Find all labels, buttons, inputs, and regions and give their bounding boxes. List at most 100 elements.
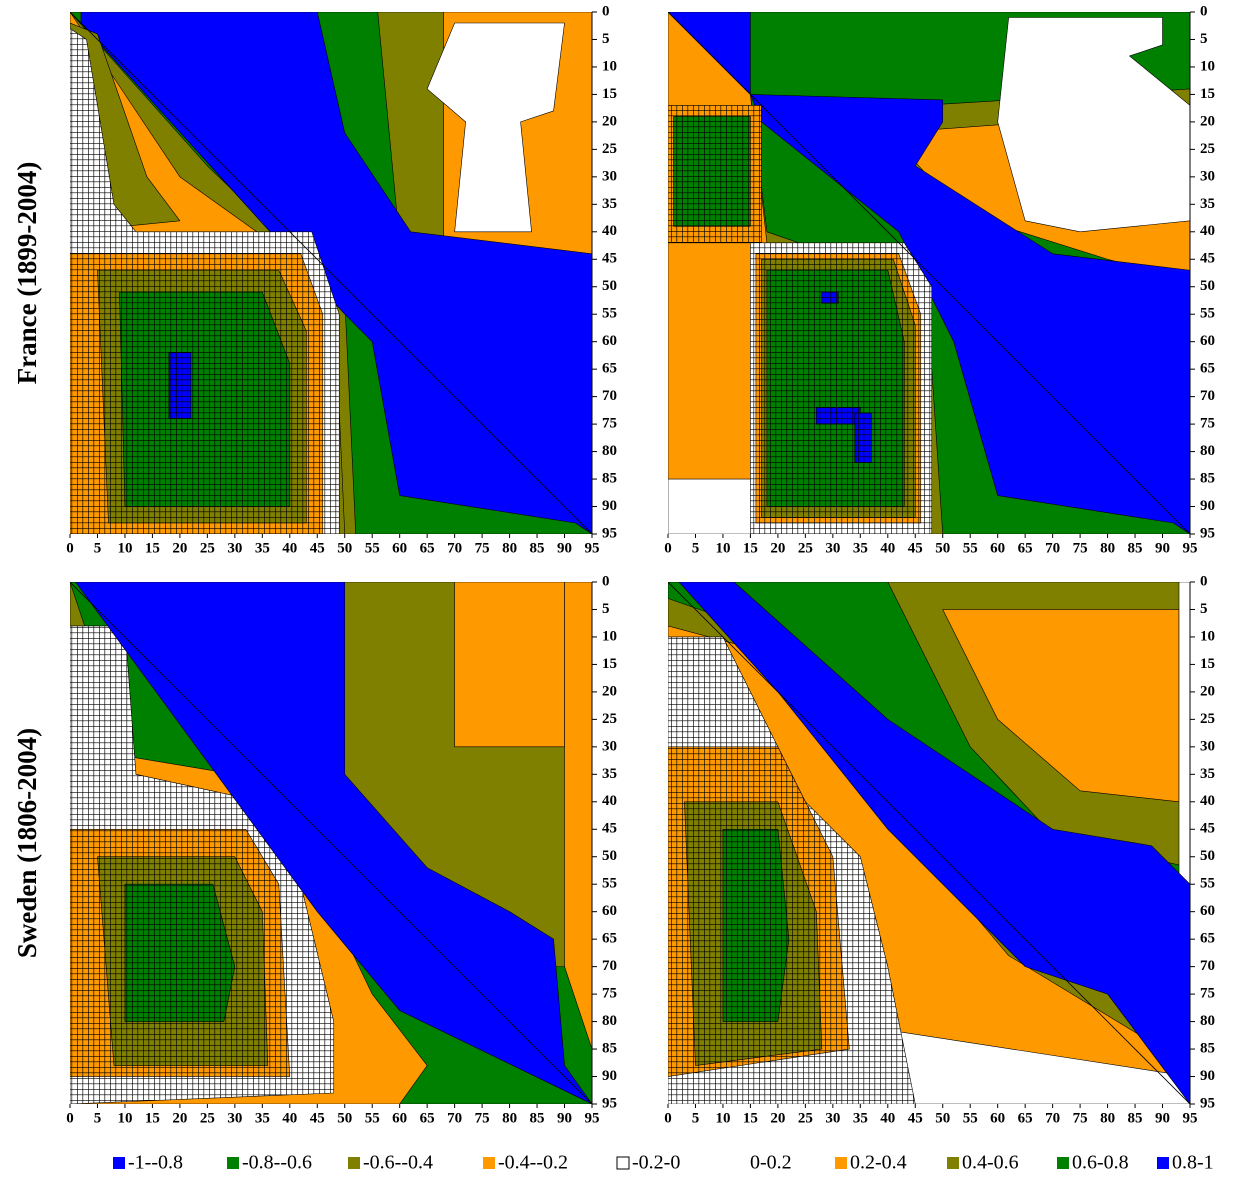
x-tick-label: 10 (117, 540, 132, 556)
y-tick-label: 70 (1200, 958, 1215, 974)
x-tick-label: 55 (365, 1110, 380, 1126)
y-tick-label: 80 (602, 1013, 617, 1029)
contour-region (821, 291, 839, 304)
y-tick-label: 5 (1200, 31, 1208, 47)
x-tick-label: 35 (255, 540, 270, 556)
x-tick-label: 70 (447, 1110, 462, 1126)
x-tick-label: 15 (743, 540, 758, 556)
y-tick-label: 90 (602, 498, 617, 514)
y-tick-label: 0 (602, 3, 610, 19)
y-tick-label: 65 (602, 931, 617, 947)
y-tick-label: 60 (1200, 333, 1215, 349)
x-tick-label: 85 (530, 540, 545, 556)
contour-region (816, 407, 861, 425)
contour-region (426, 22, 565, 233)
legend-label: 0.4-0.6 (962, 1152, 1019, 1174)
legend-label: -0.6--0.4 (363, 1152, 433, 1174)
y-tick-label: 15 (1200, 86, 1215, 102)
x-tick-label: 40 (880, 540, 895, 556)
x-tick-label: 95 (585, 1110, 600, 1126)
legend-swatch (947, 1157, 959, 1169)
y-tick-label: 25 (602, 141, 617, 157)
x-tick-label: 10 (715, 540, 730, 556)
x-tick-label: 10 (715, 1110, 730, 1126)
x-tick-label: 40 (282, 540, 297, 556)
y-tick-label: 45 (1200, 251, 1215, 267)
y-tick-label: 25 (1200, 711, 1215, 727)
y-tick-label: 40 (602, 223, 617, 239)
y-tick-label: 40 (1200, 793, 1215, 809)
y-tick-label: 35 (602, 196, 617, 212)
y-tick-label: 75 (602, 986, 617, 1002)
contour-panel (70, 12, 592, 534)
x-tick-label: 30 (825, 540, 840, 556)
y-tick-label: 5 (602, 31, 610, 47)
x-tick-label: 65 (420, 540, 435, 556)
y-tick-label: 75 (1200, 416, 1215, 432)
x-tick-label: 45 (310, 540, 325, 556)
y-tick-label: 65 (602, 361, 617, 377)
legend-swatch (348, 1157, 360, 1169)
legend-swatch (1157, 1157, 1169, 1169)
x-tick-label: 50 (935, 1110, 950, 1126)
legend-swatch (735, 1157, 747, 1169)
y-tick-label: 70 (602, 388, 617, 404)
row-label: France (1899-2004) (12, 162, 42, 385)
legend-swatch (1057, 1157, 1069, 1169)
y-tick-label: 55 (602, 876, 617, 892)
y-tick-label: 30 (602, 738, 617, 754)
x-tick-label: 25 (200, 540, 215, 556)
y-tick-label: 20 (1200, 683, 1215, 699)
y-tick-label: 60 (602, 903, 617, 919)
y-tick-label: 65 (1200, 931, 1215, 947)
y-tick-label: 45 (1200, 821, 1215, 837)
diagonal (70, 12, 592, 534)
x-tick-label: 80 (502, 1110, 517, 1126)
x-tick-label: 20 (172, 1110, 187, 1126)
y-tick-label: 85 (1200, 470, 1215, 486)
x-tick-label: 0 (664, 540, 672, 556)
x-tick-label: 50 (337, 540, 352, 556)
x-tick-label: 70 (447, 540, 462, 556)
y-tick-label: 45 (602, 821, 617, 837)
x-tick-label: 90 (1155, 540, 1170, 556)
x-tick-label: 45 (908, 540, 923, 556)
contour-region (119, 291, 291, 507)
y-tick-label: 35 (602, 766, 617, 782)
x-tick-label: 85 (1128, 1110, 1143, 1126)
y-tick-label: 60 (1200, 903, 1215, 919)
y-tick-label: 35 (1200, 766, 1215, 782)
contour-region (997, 17, 1190, 233)
y-tick-label: 95 (1200, 1095, 1215, 1111)
y-tick-label: 90 (1200, 498, 1215, 514)
x-tick-label: 40 (880, 1110, 895, 1126)
x-tick-label: 10 (117, 1110, 132, 1126)
x-tick-label: 30 (227, 1110, 242, 1126)
x-tick-label: 35 (255, 1110, 270, 1126)
x-tick-label: 75 (1073, 540, 1088, 556)
y-tick-label: 50 (602, 848, 617, 864)
row-label: Sweden (1806-2004) (12, 728, 42, 958)
x-tick-label: 80 (502, 540, 517, 556)
x-tick-label: 55 (963, 540, 978, 556)
x-tick-label: 70 (1045, 1110, 1060, 1126)
diagonal (668, 12, 1190, 534)
x-tick-label: 20 (172, 540, 187, 556)
x-tick-label: 25 (798, 1110, 813, 1126)
x-tick-label: 95 (585, 540, 600, 556)
legend-label: -1--0.8 (128, 1152, 183, 1174)
contour-region (75, 582, 592, 1104)
x-tick-label: 60 (990, 1110, 1005, 1126)
y-tick-label: 70 (1200, 388, 1215, 404)
x-tick-label: 50 (935, 540, 950, 556)
y-tick-label: 80 (602, 443, 617, 459)
legend-swatch (616, 1156, 630, 1170)
y-tick-label: 15 (1200, 656, 1215, 672)
legend-label: -0.4--0.2 (498, 1152, 568, 1174)
x-tick-label: 0 (66, 1110, 74, 1126)
x-tick-label: 20 (770, 540, 785, 556)
x-tick-label: 85 (530, 1110, 545, 1126)
contour-region (854, 412, 872, 463)
x-tick-label: 80 (1100, 540, 1115, 556)
x-tick-label: 20 (770, 1110, 785, 1126)
